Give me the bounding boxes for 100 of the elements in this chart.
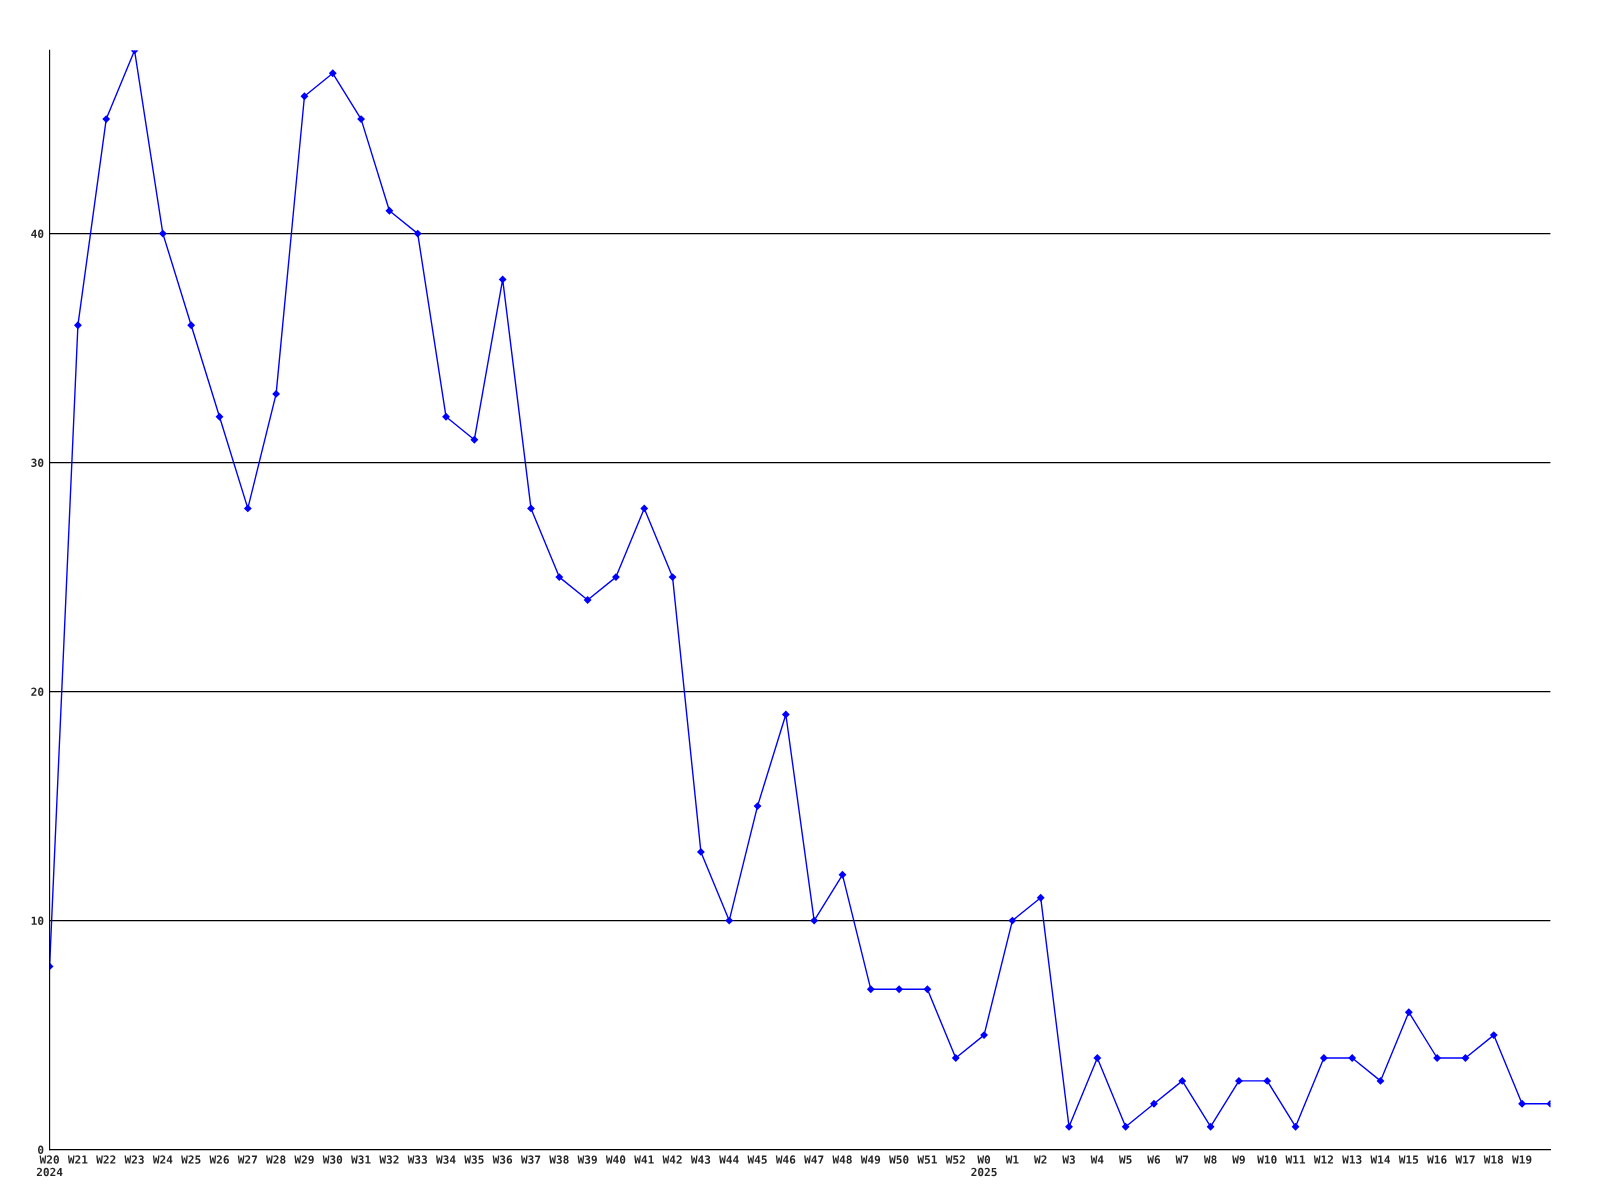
x-tick-label: W31	[351, 1155, 371, 1164]
point	[1263, 1077, 1271, 1085]
point	[1348, 1054, 1356, 1062]
point	[1376, 1077, 1385, 1085]
x-tick-label: W49	[860, 1155, 881, 1164]
point	[895, 985, 903, 993]
point	[1235, 1077, 1243, 1085]
point	[1518, 1100, 1526, 1108]
point	[159, 229, 167, 238]
x-tick-label: W43	[690, 1155, 711, 1164]
point	[385, 207, 394, 215]
y-tick-label: 30	[31, 458, 44, 467]
point	[272, 390, 280, 398]
point	[1291, 1123, 1300, 1131]
x-tick-label: W8	[1203, 1155, 1217, 1164]
x-tick-label: W14	[1370, 1155, 1391, 1164]
x-tick-label: W15	[1398, 1155, 1419, 1164]
x-tick-label: W26	[209, 1155, 229, 1164]
x-tick-label: W33	[407, 1155, 428, 1164]
y-tick-label: 20	[31, 687, 44, 696]
point	[215, 413, 224, 421]
point	[1037, 894, 1045, 902]
point	[1178, 1077, 1186, 1085]
x-tick-label: W46	[775, 1155, 796, 1164]
x-tick-label: W4	[1090, 1155, 1104, 1164]
x-tick-label: W35	[464, 1155, 484, 1164]
x-tick-label: W22	[96, 1155, 116, 1164]
y-tick-label: 0	[38, 1145, 44, 1154]
point	[300, 92, 309, 100]
point	[1461, 1054, 1470, 1062]
point	[838, 871, 847, 879]
point	[1320, 1054, 1328, 1062]
x-tick-label: W48	[832, 1155, 852, 1164]
x-tick-label: W29	[294, 1155, 314, 1164]
point	[1405, 1008, 1413, 1016]
x-tick-label: W30	[322, 1155, 343, 1164]
point	[414, 229, 422, 238]
x-tick-label: W10	[1257, 1155, 1277, 1164]
point	[555, 573, 563, 581]
point	[612, 573, 620, 581]
point	[725, 916, 733, 925]
point	[923, 985, 932, 993]
point	[1433, 1054, 1441, 1062]
point	[980, 1031, 988, 1039]
x-tick-label: W32	[379, 1155, 399, 1164]
point	[442, 413, 450, 421]
x-tick-label: W44	[719, 1155, 739, 1164]
point	[527, 504, 535, 513]
x-tick-label: W9	[1232, 1155, 1245, 1164]
x-tick-label: W39	[577, 1155, 597, 1164]
point	[1206, 1123, 1215, 1131]
x-tick-label: W20 2024	[36, 1155, 63, 1177]
point	[244, 504, 252, 513]
y-tick-label: 10	[31, 916, 44, 925]
x-tick-label: W27	[237, 1155, 258, 1164]
x-tick-label: W41	[634, 1155, 654, 1164]
point	[867, 985, 875, 993]
x-tick-label: W5	[1118, 1155, 1132, 1164]
x-tick-label: W40	[605, 1155, 626, 1164]
point	[357, 115, 365, 123]
x-tick-label: W6	[1147, 1155, 1161, 1164]
x-tick-label: W1	[1005, 1155, 1019, 1164]
point	[952, 1054, 960, 1062]
x-tick-label: W28	[266, 1155, 286, 1164]
x-tick-label: W50	[889, 1155, 909, 1164]
point	[470, 436, 478, 444]
point	[74, 321, 82, 329]
x-tick-label: W13	[1342, 1155, 1362, 1164]
x-tick-label: W24	[152, 1155, 173, 1164]
point	[697, 848, 705, 856]
point	[753, 802, 762, 810]
point	[1093, 1054, 1101, 1062]
point	[1065, 1123, 1073, 1131]
x-tick-label: W23	[124, 1155, 144, 1164]
x-tick-label: W0 2025	[971, 1155, 997, 1177]
x-tick-label: W37	[520, 1155, 541, 1164]
point	[102, 115, 110, 123]
y-tick-label: 40	[31, 229, 44, 238]
x-tick-label: W18	[1483, 1155, 1504, 1164]
x-tick-label: W42	[662, 1155, 682, 1164]
x-tick-label: W45	[747, 1155, 767, 1164]
point	[583, 596, 592, 604]
x-tick-label: W16	[1427, 1155, 1447, 1164]
x-tick-label: W34	[436, 1155, 456, 1164]
point	[1150, 1100, 1158, 1108]
x-tick-label: W11	[1285, 1155, 1306, 1164]
point	[499, 275, 507, 284]
x-tick-label: W2	[1034, 1155, 1047, 1164]
x-tick-label: W19	[1512, 1155, 1532, 1164]
x-tick-label: W25	[181, 1155, 201, 1164]
x-tick-label: W7	[1175, 1155, 1189, 1164]
x-tick-label: W38	[549, 1155, 569, 1164]
point	[1008, 916, 1017, 925]
point	[640, 504, 648, 513]
point	[1122, 1123, 1130, 1131]
x-tick-label: W52	[945, 1155, 965, 1164]
x-tick-label: W36	[492, 1155, 513, 1164]
point	[782, 710, 790, 719]
x-tick-label: W21	[67, 1155, 88, 1164]
x-tick-label: W3	[1062, 1155, 1075, 1164]
